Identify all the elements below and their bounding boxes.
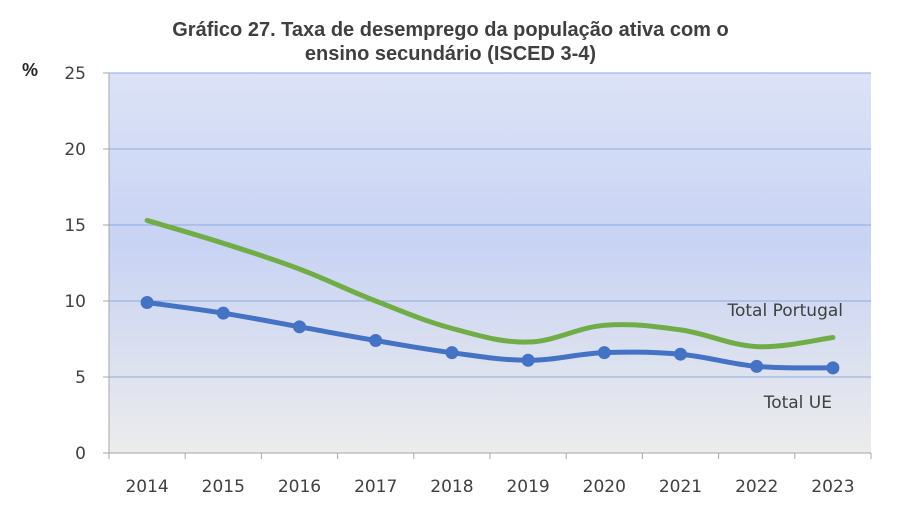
y-tick-label-5: 5 <box>75 368 86 388</box>
x-tick-label-2022: 2022 <box>735 477 778 497</box>
series-label-total-ue: Total UE <box>763 393 832 413</box>
x-tick-label-2018: 2018 <box>430 477 473 497</box>
chart-title: Gráfico 27. Taxa de desemprego da popula… <box>0 18 901 66</box>
x-tick-label-2021: 2021 <box>659 477 702 497</box>
y-tick-label-15: 15 <box>64 216 86 236</box>
series-label-total-portugal: Total Portugal <box>726 301 843 321</box>
y-tick-label-0: 0 <box>75 444 86 464</box>
data-point-total-ue-2023 <box>826 361 840 375</box>
x-tick-label-2020: 2020 <box>583 477 626 497</box>
data-point-total-ue-2019 <box>521 353 535 367</box>
data-point-total-ue-2014 <box>140 296 154 310</box>
series-line-total-ue <box>144 300 836 371</box>
data-point-total-ue-2016 <box>293 320 306 334</box>
x-tick-label-2017: 2017 <box>354 477 397 497</box>
data-point-total-ue-2018 <box>445 346 459 360</box>
data-point-total-ue-2017 <box>369 334 383 348</box>
y-tick-label-25: 25 <box>64 64 86 84</box>
data-point-total-ue-2015 <box>216 306 230 320</box>
x-tick-label-2015: 2015 <box>202 477 245 497</box>
x-tick-label-2016: 2016 <box>278 477 321 497</box>
x-tick-label-2019: 2019 <box>506 477 549 497</box>
chart-title-line-1: Gráfico 27. Taxa de desemprego da popula… <box>172 19 729 41</box>
series-line-total-portugal <box>144 217 836 350</box>
data-point-total-ue-2020 <box>597 346 611 360</box>
y-axis-unit-label: % <box>22 60 38 80</box>
x-tick-label-2014: 2014 <box>125 477 168 497</box>
plot-area <box>109 73 871 453</box>
data-point-total-ue-2022 <box>750 359 764 373</box>
y-tick-label-10: 10 <box>64 292 86 312</box>
chart-title-line-2: ensino secundário (ISCED 3-4) <box>304 43 597 65</box>
y-tick-label-20: 20 <box>64 140 86 160</box>
x-tick-label-2023: 2023 <box>811 477 854 497</box>
data-point-total-ue-2021 <box>674 347 687 361</box>
